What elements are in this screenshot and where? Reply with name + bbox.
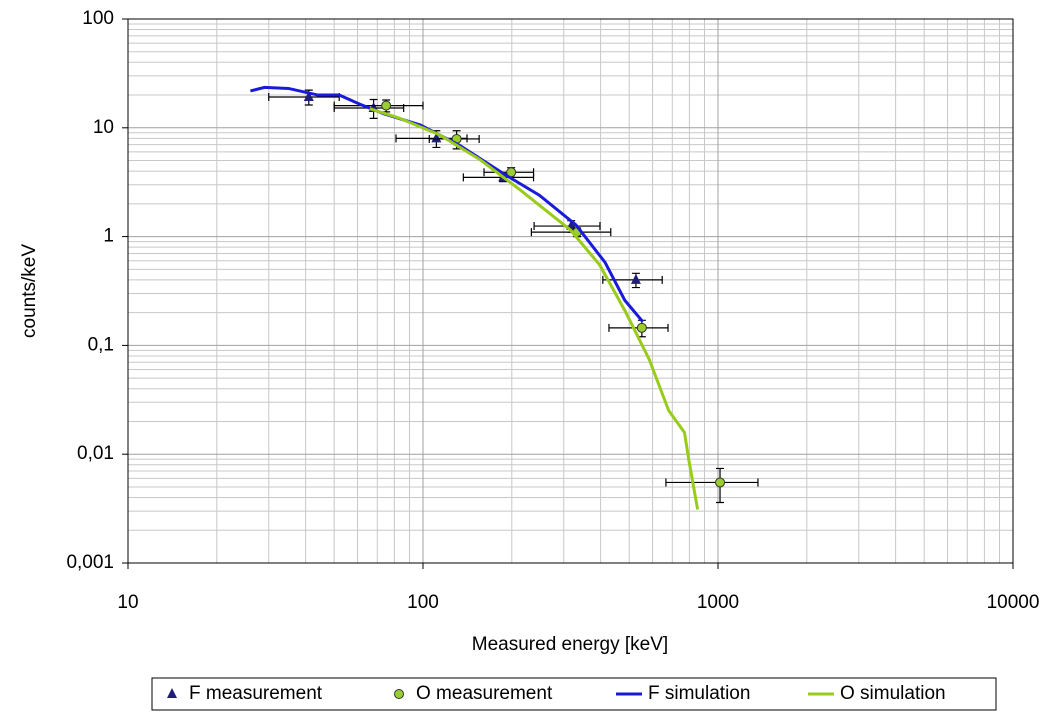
- x-tick-label: 10: [117, 592, 138, 613]
- legend-label: F measurement: [189, 683, 323, 704]
- data-point: [303, 90, 314, 101]
- y-tick-label: 0,01: [77, 443, 114, 464]
- legend-swatch: [394, 689, 404, 699]
- y-axis-label: counts/keV: [19, 244, 40, 338]
- series-line: [369, 107, 700, 510]
- y-tick-label: 0,001: [66, 552, 114, 573]
- data-point: [636, 322, 647, 333]
- legend-swatch: [167, 688, 177, 698]
- data-point: [381, 100, 392, 111]
- y-tick-label: 100: [82, 8, 114, 29]
- x-tick-label: 1000: [697, 592, 739, 613]
- x-axis-label: Measured energy [keV]: [472, 634, 668, 655]
- data-point: [630, 273, 641, 284]
- plot-frame: [127, 18, 1014, 564]
- x-error-bar: [665, 478, 759, 487]
- legend-label: O simulation: [840, 683, 946, 704]
- x-error-bar: [333, 101, 424, 110]
- data-point: [715, 477, 726, 488]
- legend-label: F simulation: [648, 683, 750, 704]
- x-tick-label: 10000: [987, 592, 1040, 613]
- y-tick-label: 0,1: [88, 334, 114, 355]
- x-tick-label: 100: [407, 592, 439, 613]
- data-point: [431, 132, 442, 143]
- y-tick-label: 1: [103, 226, 114, 247]
- y-tick-label: 10: [93, 117, 114, 138]
- grid: [127, 18, 1014, 564]
- series-line: [250, 85, 644, 323]
- legend-box: [151, 677, 997, 711]
- legend-label: O measurement: [416, 683, 553, 704]
